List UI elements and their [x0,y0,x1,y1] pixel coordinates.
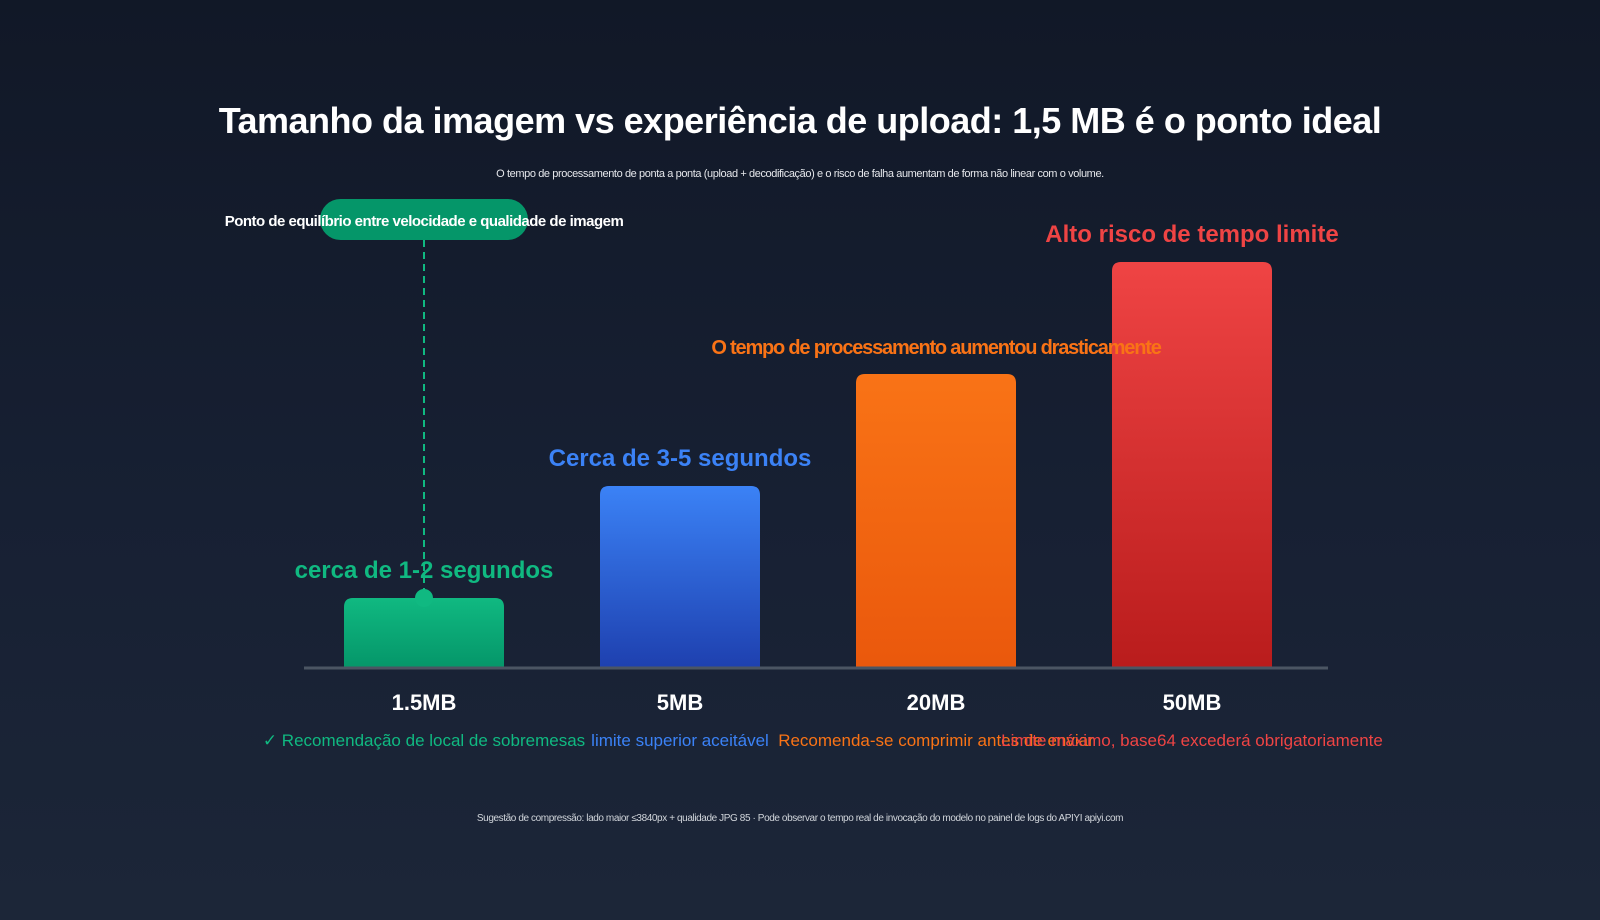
note-label: limite superior aceitável [591,731,769,750]
callout-text: Ponto de equilíbrio entre velocidade e q… [225,213,624,230]
note-label: ✓ Recomendação de local de sobremesas [263,731,585,750]
note-label: Limite máximo, base64 excederá obrigator… [1001,731,1383,750]
chart-footer: Sugestão de compressão: lado maior ≤3840… [476,813,1124,824]
value-label: Alto risco de tempo limite [1045,221,1338,248]
chart-title: Tamanho da imagem vs experiência de uplo… [218,100,1382,141]
chart-subtitle: O tempo de processamento de ponta a pont… [496,168,1104,180]
category-label: 20MB [907,690,966,715]
note-label: Recomenda-se comprimir antes de enviar [778,731,1094,750]
bar-20MB [856,374,1016,668]
bar-5MB [600,486,760,668]
bar-1.5MB [344,598,504,668]
category-label: 5MB [657,690,703,715]
value-label: Cerca de 3-5 segundos [549,445,812,472]
category-label: 50MB [1163,690,1222,715]
category-label: 1.5MB [392,690,457,715]
bar-50MB [1112,262,1272,668]
value-label: O tempo de processamento aumentou drasti… [711,337,1161,359]
callout-dot [415,589,433,607]
callout-pill [320,199,528,240]
